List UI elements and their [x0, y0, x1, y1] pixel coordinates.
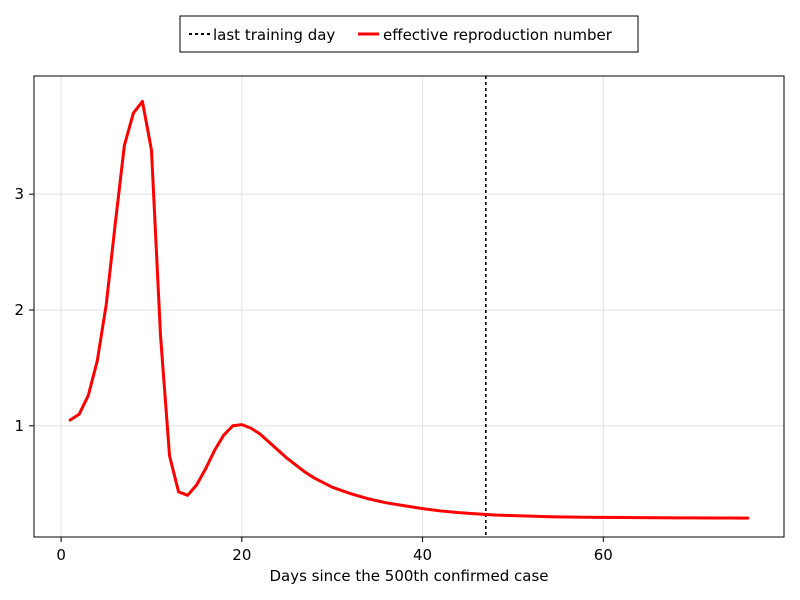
series-line-effective-reproduction-number [68, 99, 750, 520]
x-tick-label: 60 [594, 546, 613, 564]
x-tick-label: 40 [413, 546, 432, 564]
legend: last training day effective reproduction… [179, 15, 639, 53]
x-tick-label: 0 [56, 546, 66, 564]
axis-ticks: 0 20 40 60 1 2 3 [14, 185, 612, 564]
legend-label-last-training-day: last training day [213, 26, 335, 44]
x-tick-label: 20 [232, 546, 251, 564]
y-tick-label: 3 [14, 185, 24, 203]
plot-frame [33, 75, 785, 538]
legend-label-effective-reproduction-number: effective reproduction number [383, 26, 613, 44]
legend-box [179, 15, 639, 53]
y-tick-label: 2 [14, 301, 24, 319]
x-axis-title: Days since the 500th confirmed case [269, 567, 548, 585]
plot-area [68, 76, 750, 537]
y-tick-label: 1 [14, 417, 24, 435]
